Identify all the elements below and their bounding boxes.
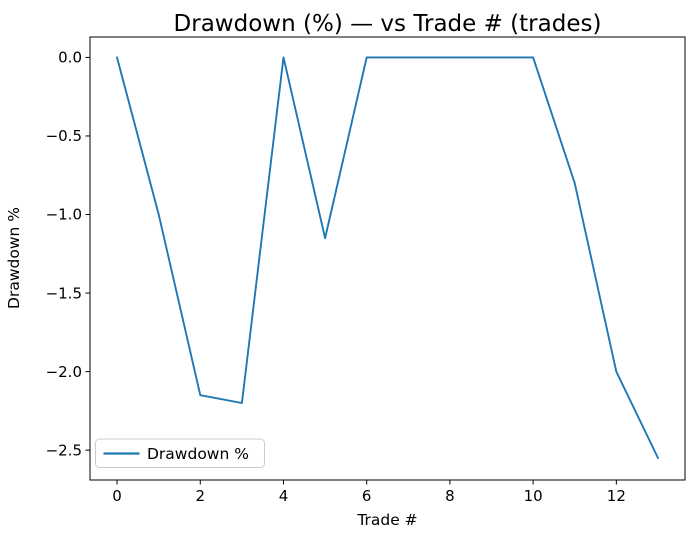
- x-tick-label: 2: [195, 487, 205, 505]
- y-tick-label: −2.0: [46, 363, 82, 381]
- y-tick-label: −1.5: [46, 284, 82, 302]
- x-tick-label: 10: [524, 487, 543, 505]
- y-tick-label: −2.5: [46, 441, 82, 459]
- x-axis-label: Trade #: [356, 511, 417, 529]
- y-tick-label: −1.0: [46, 206, 82, 224]
- x-tick-label: 6: [362, 487, 372, 505]
- x-tick-label: 4: [279, 487, 289, 505]
- y-axis-label: Drawdown %: [5, 207, 23, 309]
- y-tick-label: 0.0: [58, 49, 82, 67]
- x-tick-label: 12: [607, 487, 626, 505]
- axes-spines: [89, 36, 686, 481]
- chart-title: Drawdown (%) — vs Trade # (trades): [174, 11, 602, 37]
- x-tick-label: 0: [112, 487, 122, 505]
- legend-label: Drawdown %: [147, 445, 249, 463]
- legend-box: [95, 438, 265, 468]
- x-tick-label: 8: [445, 487, 455, 505]
- drawdown-series-line: [116, 56, 659, 459]
- plot-area: 0 2 4 6 8 10 12 0.0 −0.5 −1.0 −1.5 −2.0 −2.5: [46, 36, 686, 505]
- y-tick-label: −0.5: [46, 127, 82, 145]
